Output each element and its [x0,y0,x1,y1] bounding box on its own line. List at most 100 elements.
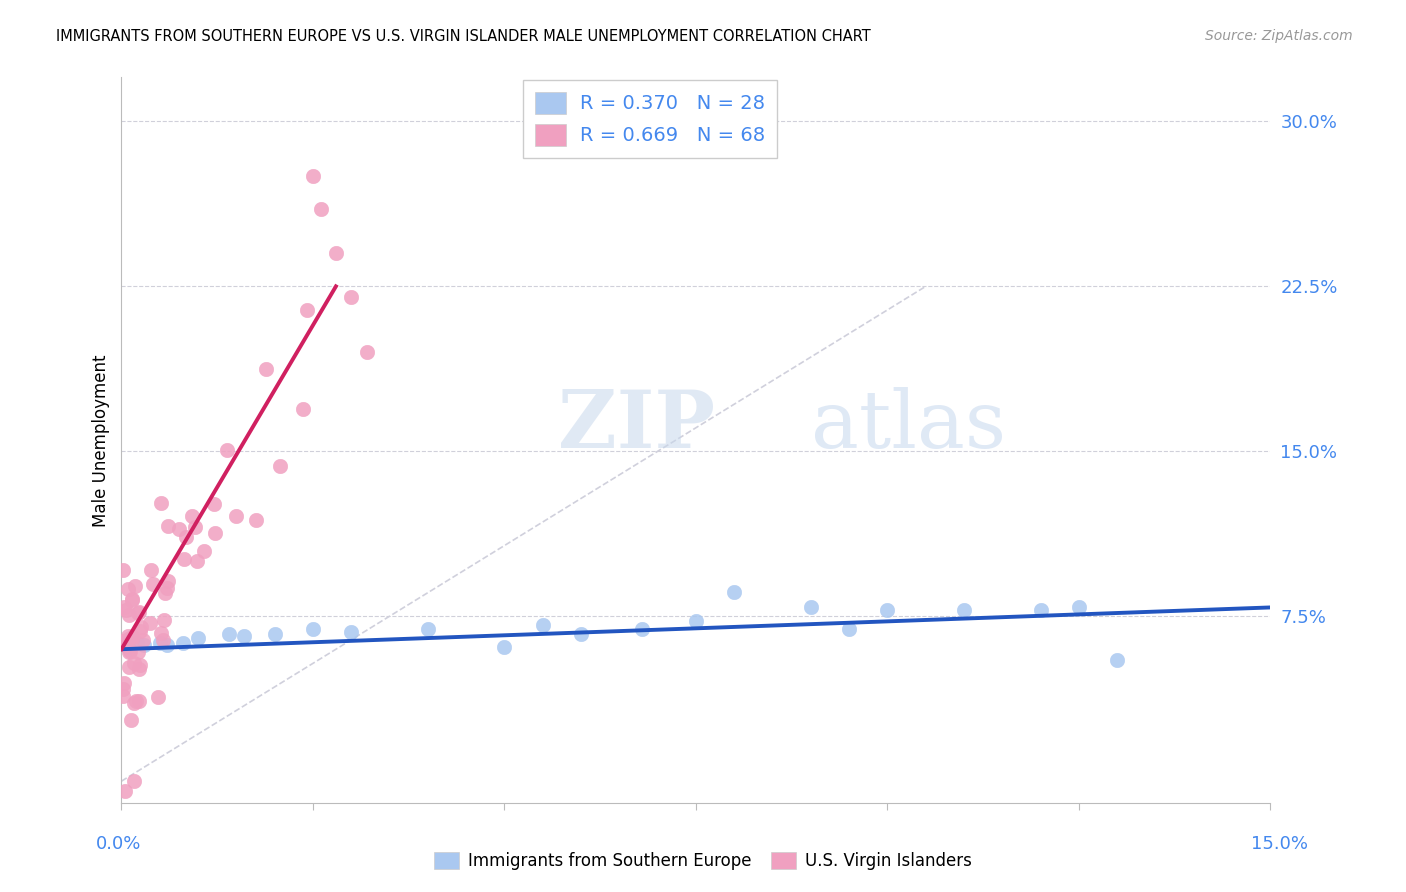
Point [134,638,156,652]
Text: ZIP: ZIP [558,387,716,465]
Point [187,631,209,645]
Text: IMMIGRANTS FROM SOUTHERN EUROPE VS U.S. VIRGIN ISLANDER MALE UNEMPLOYMENT CORREL: IMMIGRANTS FROM SOUTHERN EUROPE VS U.S. … [56,29,870,44]
Point [1067,600,1090,615]
Point [152,633,174,648]
Point [156,638,179,652]
Point [173,552,195,566]
Point [117,640,139,654]
Point [186,554,208,568]
Point [204,525,226,540]
Point [150,496,173,510]
Point [217,442,239,457]
Point [121,630,143,644]
Point [193,544,215,558]
Point [325,246,347,260]
Point [176,530,198,544]
Point [128,693,150,707]
Point [112,635,135,649]
Point [569,627,592,641]
Text: atlas: atlas [811,387,1005,465]
Point [156,581,179,595]
Point [118,608,141,623]
Point [112,681,135,696]
Point [685,614,707,628]
Point [157,574,180,588]
Point [309,202,332,217]
Point [121,592,143,607]
Point [876,602,898,616]
Point [129,657,152,672]
Point [127,606,149,620]
Point [269,458,291,473]
Point [120,644,142,658]
Text: 15.0%: 15.0% [1250,835,1308,853]
Point [117,629,139,643]
Point [125,635,148,649]
Point [838,623,860,637]
Point [953,602,976,616]
Point [292,402,315,417]
Point [122,773,145,788]
Point [128,605,150,619]
Point [254,361,277,376]
Point [156,518,179,533]
Point [111,689,134,703]
Legend: R = 0.370   N = 28, R = 0.669   N = 68: R = 0.370 N = 28, R = 0.669 N = 68 [523,80,776,158]
Point [141,563,163,577]
Point [245,513,267,527]
Point [225,509,247,524]
Point [631,623,654,637]
Point [125,694,148,708]
Point [124,656,146,670]
Point [128,662,150,676]
Point [150,626,173,640]
Point [153,585,176,599]
Point [800,600,823,615]
Point [148,690,170,705]
Point [120,713,142,727]
Point [118,642,141,657]
Point [124,696,146,710]
Point [263,627,285,641]
Point [142,577,165,591]
Point [340,290,363,304]
Point [416,623,439,637]
Point [112,634,135,648]
Point [112,599,135,614]
Point [356,345,378,359]
Point [124,579,146,593]
Point [121,632,143,647]
Point [114,603,136,617]
Point [1029,602,1052,616]
Point [167,522,190,536]
Y-axis label: Male Unemployment: Male Unemployment [93,354,110,526]
Point [302,623,325,637]
Point [114,784,136,798]
Point [153,613,176,627]
Point [121,593,143,607]
Point [118,660,141,674]
Point [340,624,363,639]
Point [117,632,139,646]
Point [233,629,256,643]
Point [131,633,153,648]
Point [128,624,150,638]
Point [1107,653,1129,667]
Point [494,640,516,654]
Point [112,563,135,577]
Point [295,302,318,317]
Point [531,618,554,632]
Legend: Immigrants from Southern Europe, U.S. Virgin Islanders: Immigrants from Southern Europe, U.S. Vi… [427,845,979,877]
Point [172,635,194,649]
Point [127,645,149,659]
Point [149,635,172,649]
Point [181,508,204,523]
Point [115,638,138,652]
Point [139,615,162,630]
Text: Source: ZipAtlas.com: Source: ZipAtlas.com [1205,29,1353,43]
Text: 0.0%: 0.0% [96,835,141,853]
Point [723,585,745,599]
Point [118,645,141,659]
Point [184,520,207,534]
Point [218,627,240,641]
